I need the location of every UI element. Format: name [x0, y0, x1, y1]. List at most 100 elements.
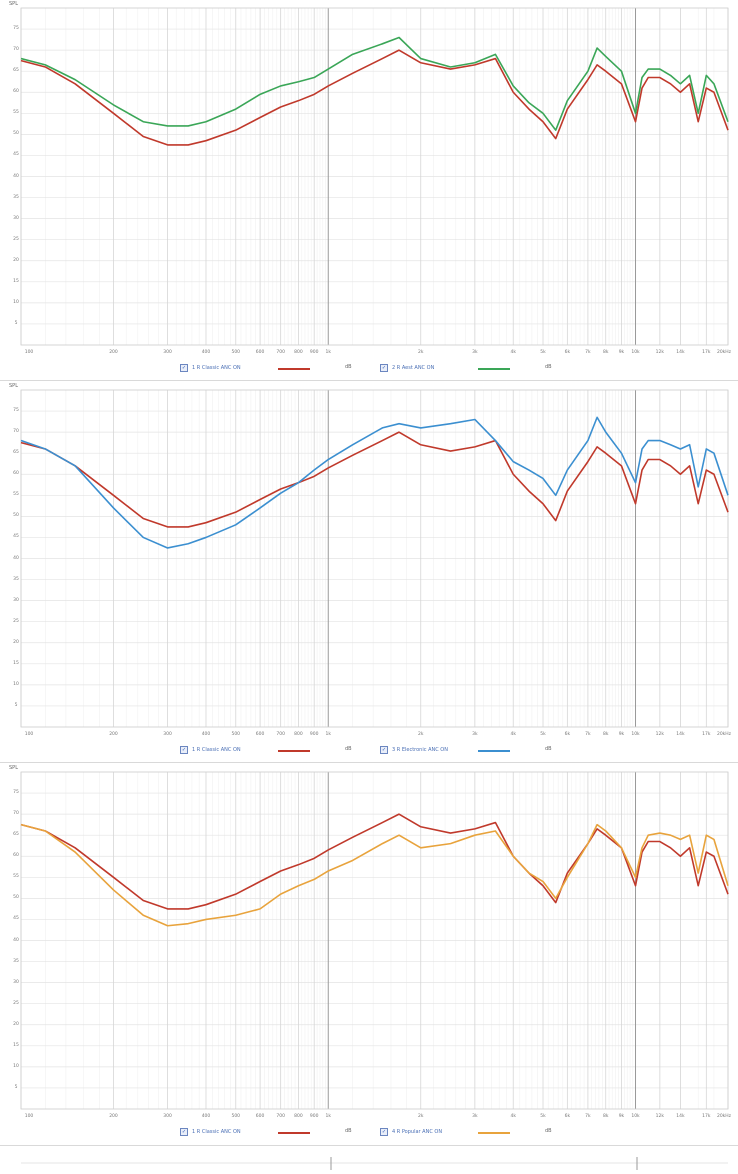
legend-label: 3 R Electronic ANC ON	[392, 747, 448, 753]
checkbox-icon[interactable]: ✓	[180, 746, 188, 754]
x-tick-label: 500	[231, 732, 241, 737]
y-tick-label: 10	[13, 299, 19, 305]
y-tick-label: 25	[13, 1000, 19, 1006]
x-tick-label: 2k	[417, 732, 424, 737]
y-tick-label: 45	[13, 916, 19, 922]
legend-label: 1 R Classic ANC ON	[192, 747, 241, 753]
legend-label: 1 R Classic ANC ON	[192, 1129, 241, 1135]
panel-divider	[0, 1145, 738, 1146]
y-tick-label: 5	[14, 702, 18, 708]
x-tick-label: 7k	[585, 350, 591, 355]
x-tick-label: 5k	[540, 1114, 546, 1119]
x-tick-label: 400	[201, 350, 211, 355]
horizontal-grid	[21, 771, 728, 1110]
legend-swatch	[478, 1132, 510, 1134]
x-tick-label: 20kHz	[716, 1114, 732, 1119]
x-tick-label: 17k	[702, 732, 711, 737]
y-tick-label: 60	[13, 471, 19, 477]
y-tick-label: 55	[13, 110, 19, 116]
y-tick-label: 35	[13, 576, 19, 582]
x-tick-label: 200	[109, 732, 118, 737]
y-tick-label: 10	[13, 1063, 19, 1069]
legend-item[interactable]: ✓ 4 R Popular ANC ON	[380, 1128, 442, 1136]
x-tick-label: 3k	[472, 1114, 478, 1119]
y-tick-label: 25	[13, 236, 19, 242]
checkbox-icon[interactable]: ✓	[180, 1128, 188, 1136]
checkbox-icon[interactable]: ✓	[180, 364, 188, 372]
legend-swatch	[278, 368, 310, 370]
x-tick-label: 100	[24, 732, 34, 737]
y-tick-label: 50	[13, 513, 19, 519]
y-tick-label: 10	[13, 681, 19, 687]
x-tick-label: 600	[255, 732, 265, 737]
y-tick-label: 20	[13, 1021, 19, 1027]
legend-unit: dB	[545, 1128, 552, 1134]
frequency-response-chart-1: SPL 75 70 65 60 55 50 45 40 35 30 25 20 15 10 5 100 200 30…	[0, 0, 738, 380]
y-tick-label: 60	[13, 89, 19, 95]
legend-item[interactable]: ✓ 1 R Classic ANC ON	[180, 364, 241, 372]
legend-label: 4 R Popular ANC ON	[392, 1129, 443, 1135]
y-tick-label: 30	[13, 979, 19, 985]
x-tick-label: 5k	[540, 732, 546, 737]
legend-item[interactable]: ✓ 1 R Classic ANC ON	[180, 746, 241, 754]
checkbox-icon[interactable]: ✓	[380, 746, 388, 754]
y-axis-label: SPL	[9, 383, 18, 389]
y-tick-label: 40	[13, 173, 19, 179]
x-tick-label: 4k	[510, 1114, 516, 1119]
x-tick-label: 8k	[602, 350, 609, 355]
legend-item[interactable]: ✓ 1 R Classic ANC ON	[180, 1128, 241, 1136]
y-tick-label: 50	[13, 895, 19, 901]
series-line-1	[20, 813, 729, 910]
checkbox-icon[interactable]: ✓	[380, 364, 388, 372]
x-tick-label: 700	[276, 1114, 285, 1119]
y-tick-label: 40	[13, 555, 19, 561]
legend-item[interactable]: ✓ 3 R Electronic ANC ON	[380, 746, 448, 754]
y-tick-label: 45	[13, 534, 19, 540]
plot-area	[20, 389, 729, 728]
x-tick-label: 14k	[676, 350, 685, 355]
y-tick-label: 55	[13, 492, 19, 498]
x-tick-label: 8k	[602, 1114, 609, 1119]
x-tick-label: 300	[163, 732, 172, 737]
x-tick-label: 12k	[655, 350, 664, 355]
x-tick-label: 300	[163, 350, 172, 355]
x-tick-label: 300	[163, 1114, 172, 1119]
x-tick-label: 12k	[655, 732, 664, 737]
y-tick-label: 70	[13, 811, 19, 817]
x-tick-label: 10k	[631, 732, 640, 737]
x-tick-label: 6k	[564, 350, 571, 355]
x-tick-label: 1k	[325, 350, 331, 355]
x-tick-label: 800	[294, 732, 303, 737]
y-tick-label: 35	[13, 958, 19, 964]
y-tick-label: 75	[13, 26, 19, 32]
legend-unit: dB	[545, 364, 552, 370]
y-tick-label: 15	[13, 1042, 19, 1048]
legend-label: 2 R Aest ANC ON	[392, 365, 435, 371]
frequency-response-chart-2: SPL 75 70 65 60 55 50 45 40 35 30 25 20 15 10 5 100 200 30…	[0, 382, 738, 762]
vertical-grid	[20, 772, 729, 1109]
y-tick-label: 65	[13, 832, 19, 838]
y-tick-label: 5	[14, 1084, 18, 1090]
x-tick-label: 700	[276, 350, 285, 355]
legend-unit: dB	[345, 1128, 352, 1134]
y-tick-label: 50	[13, 131, 19, 137]
y-tick-label: 45	[13, 152, 19, 158]
x-tick-label: 100	[24, 1114, 34, 1119]
x-tick-label: 500	[231, 1114, 241, 1119]
x-tick-label: 9k	[618, 350, 625, 355]
series-line-2	[20, 823, 729, 927]
checkbox-icon[interactable]: ✓	[380, 1128, 388, 1136]
legend-item[interactable]: ✓ 2 R Aest ANC ON	[380, 364, 434, 372]
panel-divider	[0, 380, 738, 381]
plot-area	[20, 7, 729, 346]
x-tick-label: 5k	[540, 350, 546, 355]
x-tick-label: 200	[109, 350, 118, 355]
series-line-2	[20, 36, 729, 131]
x-tick-label: 10k	[631, 350, 640, 355]
series-line-1	[20, 431, 729, 528]
y-tick-label: 30	[13, 597, 19, 603]
x-tick-label: 17k	[702, 350, 711, 355]
y-tick-label: 60	[13, 853, 19, 859]
panel-divider	[0, 762, 738, 763]
x-tick-label: 3k	[472, 350, 478, 355]
